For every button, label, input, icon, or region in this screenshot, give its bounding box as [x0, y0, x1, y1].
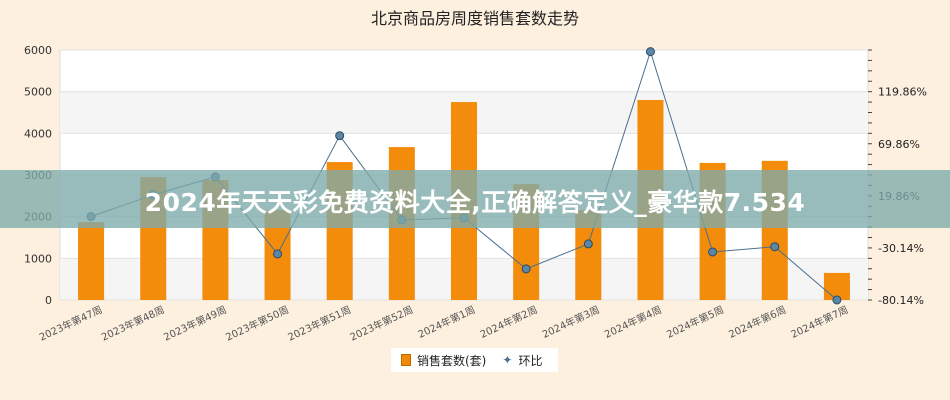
left-tick-label: 0 [45, 294, 52, 307]
line-point [335, 131, 345, 141]
right-tick-label: 69.86% [878, 138, 920, 151]
legend-line-label: 环比 [518, 353, 543, 368]
x-tick-label: 2024年第6周 [727, 303, 789, 341]
legend-bar-swatch [401, 354, 411, 366]
line-point [708, 247, 718, 257]
bar [78, 222, 105, 300]
x-tick-label: 2024年第1周 [416, 303, 478, 341]
line-point [583, 239, 593, 249]
left-tick-label: 4000 [24, 127, 52, 140]
x-tick-label: 2023年第48周 [99, 303, 166, 344]
x-tick-label: 2023年第47周 [37, 303, 104, 344]
x-tick-label: 2023年第52周 [348, 303, 415, 344]
x-tick-label: 2024年第3周 [540, 303, 602, 341]
legend: 销售套数(套) ✦ 环比 [391, 348, 558, 372]
left-tick-label: 6000 [24, 44, 52, 57]
x-tick-label: 2023年第50周 [224, 303, 291, 344]
overlay-banner-text: 2024年天天彩免费资料大全,正确解答定义_豪华款7.534 [144, 188, 806, 217]
right-tick-label: -80.14% [878, 294, 924, 307]
legend-bar-label: 销售套数(套) [417, 353, 487, 368]
x-tick-label: 2024年第2周 [478, 303, 540, 341]
right-tick-label: 119.86% [878, 86, 927, 99]
x-tick-label: 2024年第7周 [789, 303, 851, 341]
left-tick-label: 1000 [24, 252, 52, 265]
line-point [273, 249, 283, 259]
chart-title: 北京商品房周度销售套数走势 [370, 9, 579, 28]
line-point [521, 264, 531, 274]
x-tick-label: 2024年第4周 [602, 303, 664, 341]
line-point [770, 242, 780, 252]
x-tick-label: 2023年第51周 [286, 303, 353, 344]
x-tick-label: 2023年第49周 [161, 303, 228, 344]
line-point [832, 295, 842, 305]
left-tick-label: 5000 [24, 86, 52, 99]
right-tick-label: -30.14% [878, 242, 924, 255]
overlay-banner [0, 170, 950, 228]
line-point [645, 47, 655, 57]
x-tick-label: 2024年第5周 [664, 303, 726, 341]
legend-line-marker-icon: ✦ [502, 353, 513, 367]
